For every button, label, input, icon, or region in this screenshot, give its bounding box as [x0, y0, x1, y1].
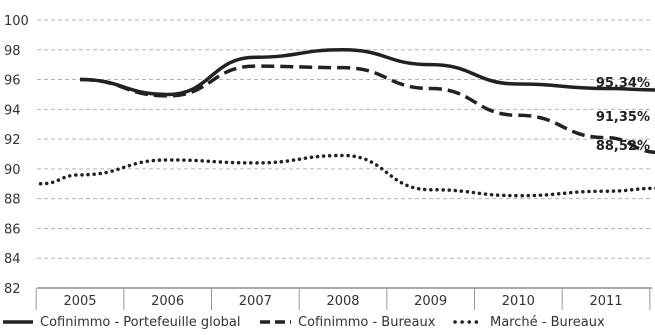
- value-annotation: 91,35%: [596, 110, 650, 125]
- x-tick-label: 2007: [239, 294, 272, 309]
- legend-label: Cofinimmo - Bureaux: [298, 315, 436, 330]
- series: [38, 48, 655, 198]
- y-tick-label: 86: [4, 222, 21, 237]
- grid: [37, 19, 652, 259]
- series-line-1: [79, 48, 655, 97]
- y-tick-label: 100: [4, 14, 29, 29]
- axes: 82 84 86 88 90 92 94 96 98 100 2005 2006 2007 2008 200…: [4, 14, 652, 310]
- y-tick-label: 82: [4, 282, 21, 297]
- x-tick-label: 2011: [589, 294, 622, 309]
- y-tick-label: 90: [4, 163, 21, 178]
- x-tick-label: 2006: [151, 294, 184, 309]
- y-tick-label: 94: [4, 103, 21, 118]
- y-tick-label: 88: [4, 193, 21, 208]
- y-tick-label: 98: [4, 44, 21, 59]
- y-tick-label: 84: [4, 252, 21, 267]
- x-tick-label: 2005: [63, 294, 96, 309]
- y-tick-label: 92: [4, 133, 21, 148]
- legend: Cofinimmo - Portefeuille global Cofinimmo…: [3, 315, 605, 330]
- series-line-2: [79, 64, 655, 155]
- value-annotation: 95,34%: [596, 76, 650, 91]
- y-tick-label: 96: [4, 74, 21, 89]
- x-tick-label: 2010: [502, 294, 535, 309]
- annotations: 95,34% 91,35% 88,52%: [596, 76, 650, 154]
- legend-label: Cofinimmo - Portefeuille global: [40, 315, 241, 330]
- value-annotation: 88,52%: [596, 139, 650, 154]
- x-tick-label: 2009: [414, 294, 447, 309]
- x-tick-label: 2008: [326, 294, 359, 309]
- legend-label: Marché - Bureaux: [490, 315, 605, 330]
- series-line-3: [38, 153, 655, 198]
